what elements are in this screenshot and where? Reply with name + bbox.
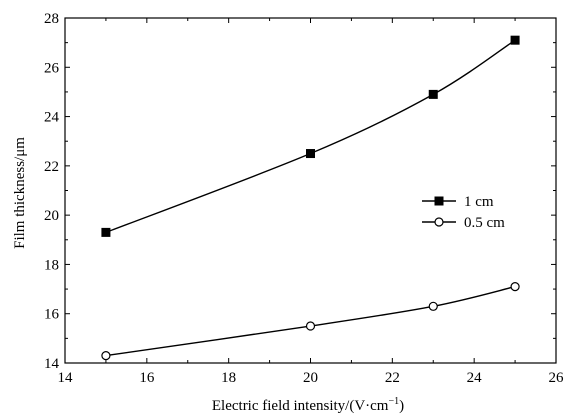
legend-entry: 1 cm [422, 194, 494, 210]
x-axis-label-superscript: −1 [388, 396, 399, 407]
data-point-square [101, 227, 111, 237]
data-point-circle [510, 282, 520, 292]
series-line [105, 285, 516, 357]
y-tick-label: 28 [44, 11, 59, 27]
x-tick-label: 26 [549, 370, 565, 386]
series-1 [101, 282, 520, 361]
x-tick-label: 24 [467, 370, 483, 386]
legend-marker [434, 217, 444, 227]
data-point-circle [101, 351, 111, 361]
x-tick-label: 20 [303, 370, 318, 386]
plot-frame [64, 17, 557, 364]
x-axis-label-main: Electric field intensity/(V·cm [212, 398, 389, 414]
y-tick-label: 20 [44, 208, 59, 224]
series-line [105, 39, 516, 234]
y-tick-label: 26 [44, 60, 60, 76]
y-tick-label: 16 [44, 307, 60, 323]
y-tick-label: 24 [44, 110, 60, 126]
data-point-circle [428, 301, 438, 311]
y-tick-label: 18 [44, 257, 59, 273]
data-point-square [428, 89, 438, 99]
x-axis-label-end: ) [399, 398, 404, 414]
data-point-square [306, 149, 315, 159]
data-point-circle [305, 321, 316, 331]
y-tick-label: 14 [44, 356, 60, 372]
legend-marker [434, 196, 444, 206]
legend-entry: 0.5 cm [422, 215, 505, 231]
data-point-square [510, 35, 520, 45]
legend-label: 1 cm [464, 194, 494, 210]
y-axis-label: Film thickness/μm [12, 137, 28, 249]
x-tick-label: 14 [58, 370, 74, 386]
y-tick-label: 22 [44, 159, 59, 175]
x-axis-label: Electric field intensity/(V·cm−1) [212, 396, 404, 414]
series-0 [101, 35, 520, 237]
x-tick-label: 16 [139, 370, 155, 386]
x-tick-label: 22 [385, 370, 400, 386]
x-tick-label: 18 [221, 370, 236, 386]
legend-label: 0.5 cm [464, 215, 505, 231]
